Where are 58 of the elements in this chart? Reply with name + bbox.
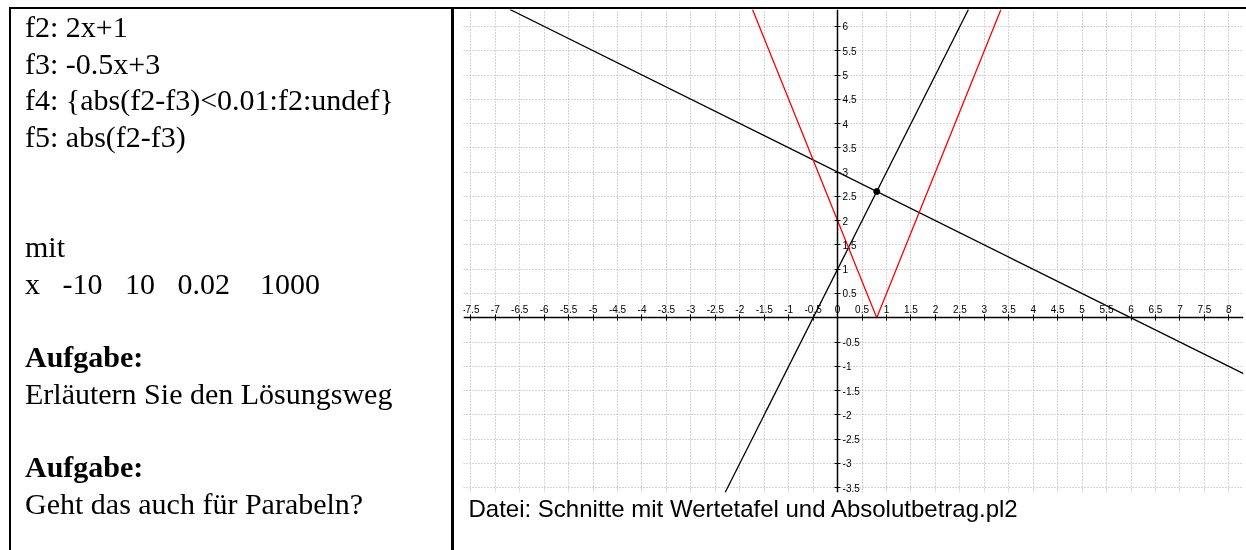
y-tick-label: -3 bbox=[842, 458, 852, 470]
x-tick-label: 1.5 bbox=[904, 303, 919, 315]
text: f2: 2x+1 bbox=[25, 9, 129, 45]
x-tick-label: -2 bbox=[735, 303, 745, 315]
text: Geht das auch für Parabeln? bbox=[25, 485, 365, 522]
y-tick-label: 6 bbox=[842, 21, 849, 33]
text: mit bbox=[25, 229, 66, 266]
x-tick-label: 2 bbox=[932, 303, 939, 315]
x-tick-label: -4 bbox=[637, 303, 647, 315]
y-tick-label: 1 bbox=[842, 264, 849, 276]
text: Erläutern Sie den Lösungsweg bbox=[25, 375, 394, 412]
x-tick-label: 3.5 bbox=[1001, 303, 1017, 315]
x-tick-label: 2.5 bbox=[952, 303, 968, 315]
y-tick-label: 4 bbox=[842, 118, 849, 130]
y-tick-label: -1.5 bbox=[842, 385, 861, 397]
text: f4: {abs(f2-f3)<0.01:f2:undef} bbox=[25, 82, 395, 119]
x-tick-label: 7 bbox=[1177, 303, 1184, 315]
x-tick-label: 4.5 bbox=[1050, 303, 1066, 315]
x-tick-label: -6 bbox=[539, 303, 550, 315]
x-tick-label: 6 bbox=[1128, 303, 1135, 315]
x-tick-label: -5.5 bbox=[560, 303, 578, 315]
y-tick-label: 3.5 bbox=[842, 142, 857, 154]
text: Aufgabe: bbox=[25, 450, 144, 484]
x-tick-label: 8 bbox=[1226, 303, 1233, 315]
y-tick-label: -1 bbox=[842, 361, 852, 373]
y-tick-label: 2 bbox=[842, 215, 849, 227]
x-tick-label: 4 bbox=[1030, 303, 1037, 315]
y-tick-label: 5.5 bbox=[842, 45, 857, 57]
text: Aufgabe: bbox=[25, 340, 144, 374]
x-tick-label: 3 bbox=[981, 303, 988, 315]
x-tick-label: -7.5 bbox=[462, 303, 480, 315]
y-tick-label: -2 bbox=[842, 409, 852, 421]
text: Datei: Schnitte mit Wertetafel und Absolutbetrag.pl2 bbox=[468, 494, 1018, 522]
x-tick-label: -1.5 bbox=[755, 303, 774, 315]
x-tick-label: 5.5 bbox=[1099, 303, 1114, 315]
text: x -10 10 0.02 1000 bbox=[25, 265, 321, 302]
y-tick-label: -2.5 bbox=[842, 434, 861, 446]
x-tick-label: -6.5 bbox=[511, 303, 529, 315]
x-tick-label: 7.5 bbox=[1197, 303, 1212, 315]
y-tick-label: 4.5 bbox=[842, 94, 857, 106]
x-tick-label: 6.5 bbox=[1148, 303, 1163, 315]
x-tick-label: 1 bbox=[883, 303, 890, 315]
y-tick-label: 0.5 bbox=[842, 288, 857, 300]
x-tick-label: -5 bbox=[588, 303, 598, 315]
y-tick-label: 5 bbox=[842, 70, 849, 82]
x-tick-label: -7 bbox=[490, 303, 501, 315]
y-tick-label: 2.5 bbox=[842, 191, 857, 203]
text: f5: abs(f2-f3) bbox=[25, 119, 187, 156]
x-tick-label: 5 bbox=[1079, 303, 1086, 315]
x-tick-label: 0.5 bbox=[855, 303, 870, 315]
x-tick-label: -3 bbox=[686, 303, 696, 315]
text: f3: -0.5x+3 bbox=[25, 45, 162, 82]
x-tick-label: -4.5 bbox=[608, 303, 627, 315]
x-tick-label: -1 bbox=[784, 303, 794, 315]
x-tick-label: -2.5 bbox=[706, 303, 725, 315]
y-tick-label: -3.5 bbox=[842, 482, 861, 494]
y-tick-label: -0.5 bbox=[842, 337, 861, 349]
x-tick-label: -3.5 bbox=[657, 303, 676, 315]
